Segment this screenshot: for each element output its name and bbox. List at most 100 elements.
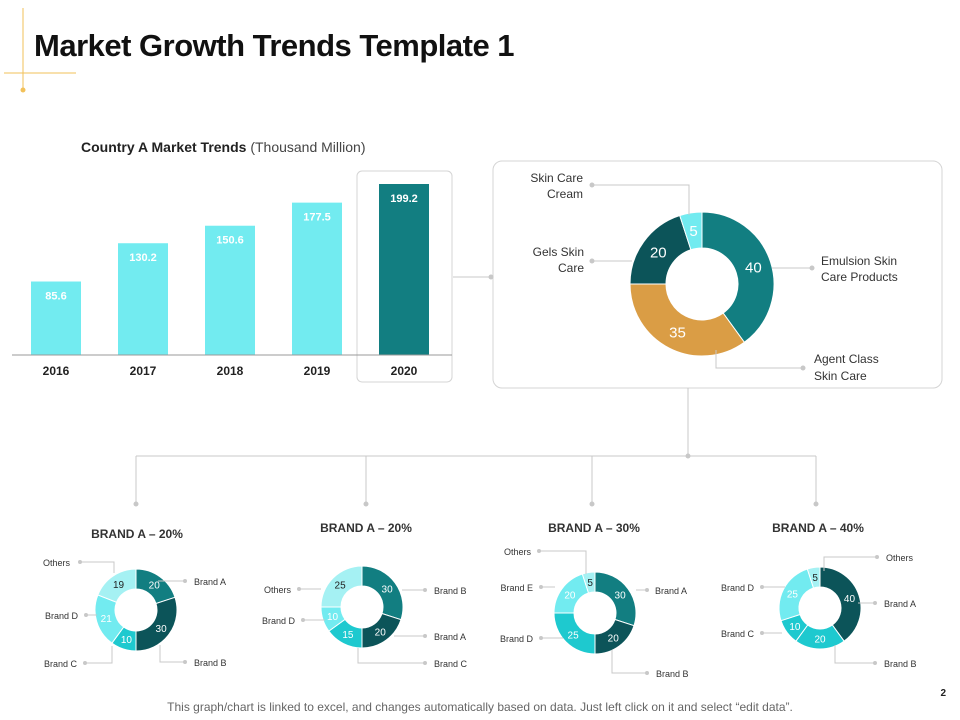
- legend-label: Brand C: [721, 629, 755, 639]
- brand-chart-title: BRAND A – 20%: [91, 527, 183, 541]
- donut-value-label: 25: [787, 590, 799, 601]
- legend-leader-line: [159, 645, 185, 663]
- accent-dot: [20, 87, 26, 93]
- tree-connector-dot: [813, 501, 819, 507]
- callout-label: Skin Care: [530, 171, 583, 185]
- page-title: Market Growth Trends Template 1: [34, 28, 515, 63]
- callout-line-cream: [592, 184, 690, 215]
- bar-value-label: 199.2: [390, 193, 418, 205]
- legend-leader-dot: [873, 601, 877, 605]
- legend-leader-dot: [423, 588, 427, 592]
- callout-line-agent: [715, 350, 803, 369]
- brand-chart-title: BRAND A – 20%: [320, 521, 412, 535]
- legend-label: Brand A: [655, 586, 687, 596]
- donut-value-label: 35: [669, 325, 686, 342]
- tree-connector-dot: [133, 501, 139, 507]
- x-tick-label: 2020: [391, 364, 418, 378]
- callout-label: Cream: [547, 187, 583, 201]
- donut-value-label: 20: [375, 628, 387, 639]
- legend-leader-dot: [297, 587, 301, 591]
- bar-chart-title-bold: Country A Market Trends: [81, 139, 247, 155]
- callout-label: Emulsion Skin: [821, 254, 897, 268]
- legend-label: Brand D: [500, 634, 534, 644]
- legend-label: Brand D: [262, 616, 296, 626]
- bar-2016: [31, 281, 81, 355]
- donut-value-label: 10: [789, 622, 801, 633]
- legend-leader-dot: [183, 660, 187, 664]
- callout-label: Gels Skin: [533, 245, 584, 259]
- x-tick-label: 2016: [43, 364, 70, 378]
- bar-value-label: 85.6: [45, 291, 66, 303]
- legend-leader-dot: [645, 671, 649, 675]
- donut-value-label: 25: [335, 581, 347, 592]
- legend-leader-dot: [873, 661, 877, 665]
- brand-chart-title: BRAND A – 30%: [548, 521, 640, 535]
- legend-leader-dot: [423, 634, 427, 638]
- donut-value-label: 21: [101, 614, 113, 625]
- donut-value-label: 30: [156, 624, 168, 635]
- legend-leader-line: [834, 645, 875, 664]
- legend-label: Brand A: [884, 599, 916, 609]
- donut-value-label: 5: [587, 578, 593, 589]
- donut-value-label: 20: [608, 634, 620, 645]
- callout-label: Care Products: [821, 270, 898, 284]
- donut-value-label: 10: [327, 612, 339, 623]
- callout-label: Agent Class: [814, 352, 879, 366]
- legend-leader-dot: [183, 579, 187, 583]
- x-tick-label: 2019: [304, 364, 331, 378]
- donut-slice-others: [806, 566, 821, 589]
- legend-label: Brand B: [884, 659, 917, 669]
- legend-leader-line: [823, 556, 877, 571]
- legend-label: Brand B: [656, 669, 689, 679]
- legend-leader-dot: [83, 661, 87, 665]
- donut-slice-others: [320, 565, 363, 608]
- legend-leader-dot: [78, 560, 82, 564]
- legend-label: Brand A: [434, 632, 466, 642]
- highlight-frame: [356, 170, 453, 383]
- donut-slice-skin-care-cream: [679, 211, 703, 251]
- legend-leader-line: [357, 648, 425, 664]
- page-number: 2: [940, 688, 946, 699]
- legend-leader-dot: [875, 555, 879, 559]
- legend-leader-dot: [760, 631, 764, 635]
- legend-leader-line: [85, 646, 113, 664]
- donut-value-label: 25: [568, 631, 580, 642]
- donut-value-label: 5: [689, 223, 697, 240]
- legend-label: Brand D: [721, 583, 755, 593]
- legend-label: Others: [43, 558, 71, 568]
- donut-value-label: 40: [844, 594, 856, 605]
- legend-label: Brand A: [194, 577, 226, 587]
- donut-value-label: 19: [113, 580, 125, 591]
- donut-value-label: 5: [812, 573, 818, 584]
- donut-value-label: 30: [382, 584, 394, 595]
- legend-label: Brand D: [45, 611, 79, 621]
- donut-value-label: 40: [745, 260, 762, 277]
- donut-value-label: 20: [149, 581, 161, 592]
- donut-value-label: 15: [342, 630, 354, 641]
- donut-slice-agent-class-skin-care: [629, 283, 746, 357]
- legend-label: Brand C: [44, 659, 78, 669]
- brand-chart-title: BRAND A – 40%: [772, 521, 864, 535]
- callout-label: Skin Care: [814, 369, 867, 383]
- bar-value-label: 177.5: [303, 212, 331, 224]
- legend-leader-dot: [645, 588, 649, 592]
- legend-leader-dot: [537, 549, 541, 553]
- legend-leader-dot: [539, 585, 543, 589]
- tree-connector-dot: [363, 501, 369, 507]
- donut-slice-others: [97, 568, 137, 603]
- legend-leader-dot: [539, 636, 543, 640]
- legend-label: Brand B: [194, 658, 227, 668]
- legend-label: Brand C: [434, 659, 468, 669]
- donut-value-label: 20: [814, 635, 826, 646]
- legend-leader-line: [539, 550, 587, 574]
- x-tick-label: 2017: [130, 364, 157, 378]
- legend-leader-dot: [301, 618, 305, 622]
- callout-label: Care: [558, 261, 584, 275]
- legend-label: Others: [264, 585, 292, 595]
- legend-leader-dot: [423, 661, 427, 665]
- donut-value-label: 30: [615, 590, 627, 601]
- bar-chart-title: Country A Market Trends (Thousand Millio…: [81, 139, 366, 155]
- bar-value-label: 130.2: [129, 252, 157, 264]
